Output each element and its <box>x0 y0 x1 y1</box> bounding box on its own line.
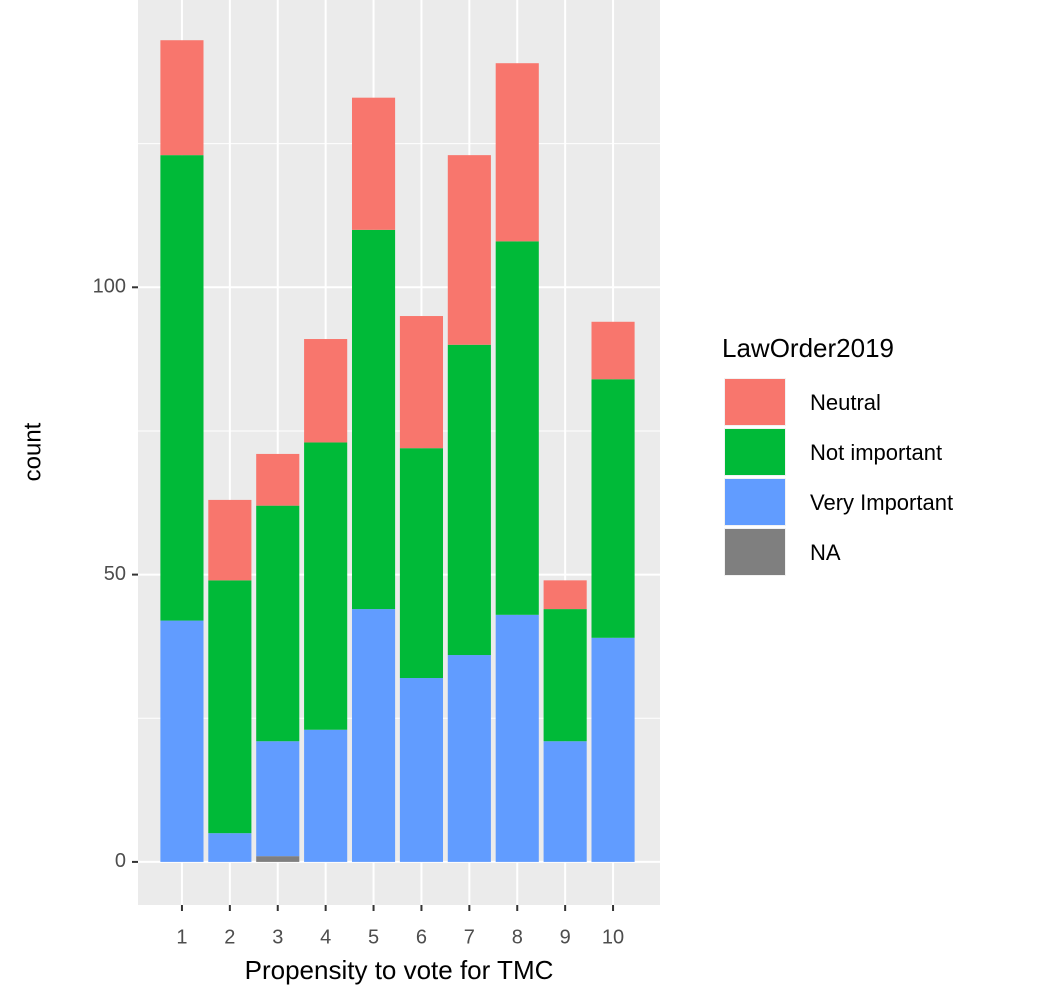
bar-segment <box>447 155 491 345</box>
bar-segment <box>160 40 204 156</box>
bar-segment <box>208 580 252 834</box>
bar-segment <box>543 609 587 742</box>
x-axis-title: Propensity to vote for TMC <box>245 955 554 985</box>
legend-label: Very Important <box>810 490 953 515</box>
bar-segment <box>447 655 491 862</box>
bar-segment <box>399 316 444 449</box>
bar-segment <box>447 344 491 656</box>
bar-segment <box>304 729 348 862</box>
x-tick-label: 4 <box>320 926 331 948</box>
legend-key <box>725 379 785 425</box>
x-tick-label: 3 <box>272 926 283 948</box>
bar-segment <box>399 678 444 862</box>
bar-segment <box>256 505 300 742</box>
bar-segment <box>208 833 252 862</box>
x-tick-label: 8 <box>512 926 523 948</box>
bar-segment <box>543 741 587 862</box>
bar-segment <box>591 637 635 862</box>
bar-segment <box>160 155 204 621</box>
bar-segment <box>304 442 348 730</box>
x-tick-label: 10 <box>602 926 624 948</box>
bar-segment <box>543 580 587 610</box>
x-tick-label: 9 <box>560 926 571 948</box>
bar-segment <box>591 321 635 380</box>
y-tick-label: 100 <box>93 276 126 298</box>
bar-segment <box>495 241 539 615</box>
bar-segment <box>495 63 539 242</box>
bar-segment <box>256 856 300 862</box>
bar-segment <box>256 741 300 857</box>
x-tick-label: 6 <box>416 926 427 948</box>
legend-key <box>725 429 785 475</box>
x-tick-label: 2 <box>224 926 235 948</box>
bar-segment <box>591 379 635 638</box>
legend-title: LawOrder2019 <box>722 333 894 363</box>
legend-key <box>725 479 785 525</box>
bar-segment <box>351 229 396 610</box>
bar-segment <box>160 620 204 862</box>
legend-key <box>725 529 785 575</box>
bar-segment <box>208 499 252 581</box>
legend-label: NA <box>810 540 841 565</box>
legend-label: Not important <box>810 440 942 465</box>
x-tick-label: 7 <box>464 926 475 948</box>
bar-segment <box>351 97 396 230</box>
bar-segment <box>399 448 444 679</box>
y-tick-label: 0 <box>115 850 126 872</box>
y-tick-label: 50 <box>104 563 126 585</box>
bar-segment <box>351 609 396 862</box>
x-tick-label: 5 <box>368 926 379 948</box>
y-axis-title: count <box>19 422 46 481</box>
bar-segment <box>256 453 300 506</box>
bar-segment <box>495 614 539 862</box>
bar-segment <box>304 339 348 443</box>
x-tick-label: 1 <box>176 926 187 948</box>
legend-label: Neutral <box>810 390 881 415</box>
